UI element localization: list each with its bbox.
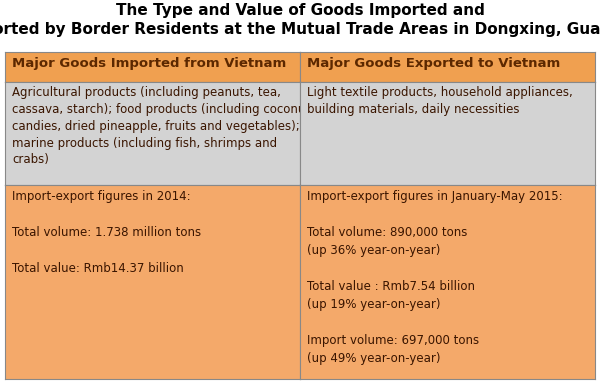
Text: Import-export figures in January-May 2015:

Total volume: 890,000 tons
(up 36% y: Import-export figures in January-May 201… (307, 190, 563, 383)
Text: Import-export figures in 2014:

Total volume: 1.738 million tons

Total value: R: Import-export figures in 2014: Total vol… (13, 190, 202, 275)
Text: Agricultural products (including peanuts, tea,
cassava, starch); food products (: Agricultural products (including peanuts… (13, 86, 311, 166)
Text: Major Goods Imported from Vietnam: Major Goods Imported from Vietnam (13, 57, 287, 70)
Text: Light textile products, household appliances,
building materials, daily necessit: Light textile products, household applia… (307, 86, 573, 116)
Text: Major Goods Exported to Vietnam: Major Goods Exported to Vietnam (307, 57, 560, 70)
Text: The Type and Value of Goods Imported and
Exported by Border Residents at the Mut: The Type and Value of Goods Imported and… (0, 3, 600, 37)
